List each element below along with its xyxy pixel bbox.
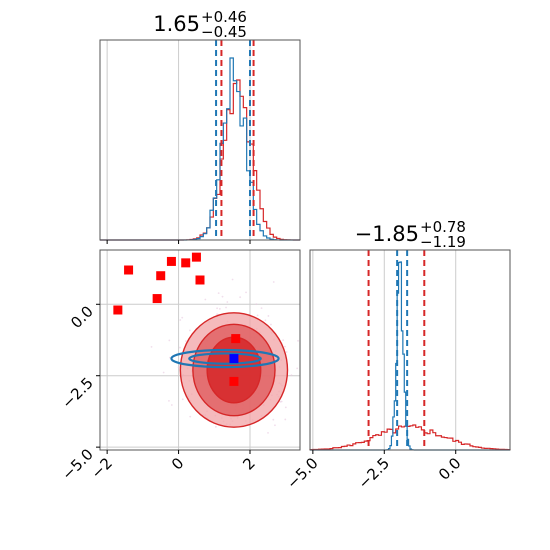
scatter-sample-point (216, 313, 218, 316)
x-tick-label-p1: 0.0 (435, 454, 465, 484)
scatter-sample-point (255, 303, 258, 306)
hist-p1-panel: −5.0 −2.5 0.0 (283, 249, 511, 493)
hist-p1-frame (309, 249, 511, 451)
scatter-sample-point (204, 298, 207, 301)
hist-p1-red-series (309, 424, 511, 451)
red-marker (195, 275, 205, 285)
hist-p0-blue-series (100, 57, 300, 241)
scatter-sample-point (267, 431, 269, 434)
scatter-sample-point (225, 306, 227, 309)
scatter-sample-point (226, 301, 229, 303)
red-marker (231, 334, 241, 344)
y-tick-label-p1: −5.0 (58, 445, 96, 483)
title-p1-value: −1.85 (355, 222, 419, 246)
blue-contour-level-1 (170, 348, 280, 369)
blue-marker (229, 354, 239, 364)
title-p0: 1.65 +0.46 −0.45 (153, 8, 247, 41)
y-tick-label-p1: −2.5 (58, 374, 96, 412)
scatter-sample-point (282, 339, 285, 342)
scatter-sample-point (177, 366, 180, 369)
scatter-sample-point (181, 398, 184, 401)
blue-contour-level-2 (188, 352, 262, 365)
scatter-sample-point (284, 418, 287, 421)
title-p1: −1.85 +0.78 −1.19 (355, 218, 466, 251)
scatter-sample-point (150, 345, 153, 348)
x-tick-label-p1: −5.0 (283, 454, 321, 492)
hist-p0-panel (99, 39, 301, 244)
red-marker (181, 258, 191, 268)
hist-p0-red-series (100, 79, 301, 241)
red-contour-level-3 (206, 336, 262, 404)
scatter-sample-point (162, 371, 165, 374)
scatter-sample-point (256, 314, 259, 317)
scatter-sample-point (274, 424, 276, 427)
scatter-sample-point (221, 295, 224, 298)
scatter-sample-point (179, 319, 182, 321)
scatter-sample-point (189, 415, 192, 418)
title-p1-plus: +0.78 (420, 218, 466, 236)
scatter-sample-point (168, 399, 170, 402)
scatter-sample-point (284, 406, 287, 409)
title-p0-plus: +0.46 (201, 8, 247, 26)
scatter-sample-point (184, 340, 187, 342)
y-tick-label-p1: 0.0 (67, 302, 97, 332)
title-p0-minus: −0.45 (201, 23, 247, 41)
x-tick-label-p0: 2 (239, 454, 258, 473)
scatter-sample-point (290, 374, 293, 377)
scatter-sample-point (264, 319, 267, 322)
scatter-sample-point (216, 307, 218, 310)
scatter-sample-point (285, 351, 288, 353)
scatter-sample-point (217, 292, 220, 295)
title-p0-value: 1.65 (153, 12, 200, 36)
x-tick-label-p1: −2.5 (355, 454, 393, 492)
scatter-sample-point (272, 281, 275, 283)
scatter-2d-panel: −2 0 2−5.0−2.50.0 (58, 249, 301, 484)
scatter-sample-point (181, 316, 184, 319)
scatter-sample-point (179, 346, 181, 349)
scatter-sample-point (170, 404, 173, 406)
scatter-sample-point (245, 291, 247, 294)
scatter-sample-point (297, 339, 299, 342)
scatter-sample-point (239, 296, 242, 299)
scatter-sample-point (279, 400, 282, 403)
scatter-sample-point (284, 345, 286, 348)
title-p1-minus: −1.19 (420, 233, 466, 251)
scatter-sample-point (272, 418, 275, 421)
scatter-sample-point (267, 315, 270, 317)
hist-p1-blue-series (310, 261, 510, 451)
red-marker (191, 252, 201, 262)
red-marker (156, 271, 166, 281)
scatter-sample-point (260, 307, 263, 310)
scatter-sample-point (218, 307, 221, 310)
hist-p0-frame (99, 39, 301, 241)
red-marker (113, 305, 123, 315)
scatter-sample-point (188, 329, 191, 332)
red-marker (152, 294, 162, 304)
scatter-sample-point (214, 425, 217, 428)
red-marker (124, 265, 134, 275)
red-marker (166, 256, 176, 266)
scatter-2d-frame (99, 249, 301, 451)
scatter-sample-point (296, 367, 299, 370)
x-tick-label-p0: 0 (168, 454, 187, 473)
scatter-sample-point (270, 323, 272, 326)
red-marker (229, 376, 239, 386)
scatter-sample-point (168, 339, 171, 342)
scatter-sample-point (231, 278, 234, 281)
